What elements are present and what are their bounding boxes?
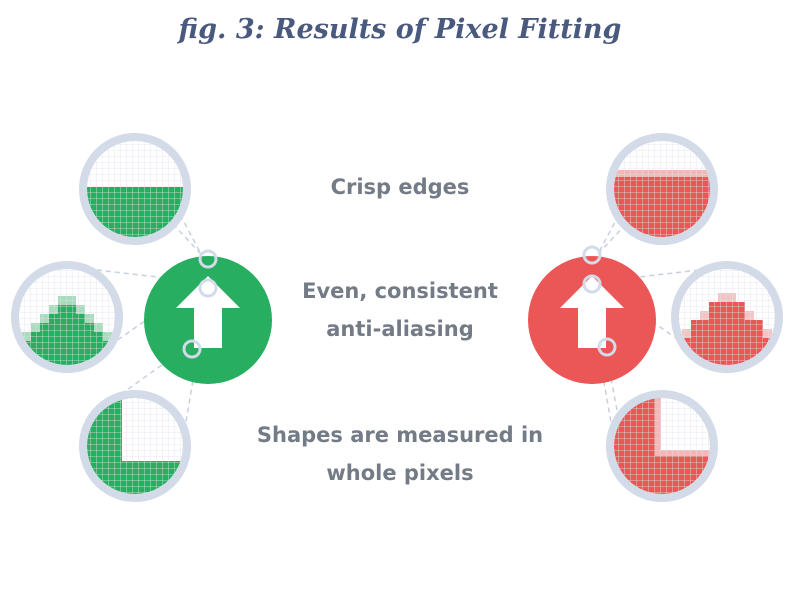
bad-lens-fractional-pixels: [606, 390, 718, 502]
bad-callout-markers: [582, 245, 617, 357]
bad-example-group: [528, 133, 783, 502]
good-lens-crisp-edges: [79, 133, 191, 245]
good-marker-top: [198, 249, 218, 269]
caption-anti-aliasing-line1: Even, consistent: [302, 279, 498, 303]
bad-lens-blurry-edges: [606, 133, 718, 245]
bad-marker-tip: [582, 274, 602, 294]
bad-arrow-up-icon: [560, 276, 624, 348]
bad-lens-uneven-anti-aliasing: [671, 261, 783, 373]
good-example-group: [11, 133, 272, 502]
good-marker-tip: [198, 278, 218, 298]
bad-marker-top: [582, 245, 602, 265]
good-callout-markers: [182, 249, 218, 359]
caption-crisp-edges-text: Crisp edges: [330, 175, 470, 199]
good-lens-whole-pixels: [79, 390, 191, 502]
good-lens-anti-aliasing: [11, 261, 123, 373]
caption-crisp-edges: Crisp edges: [230, 168, 570, 206]
caption-anti-aliasing: Even, consistent anti-aliasing: [230, 272, 570, 348]
good-marker-corner: [182, 339, 202, 359]
good-arrow-up-icon: [176, 276, 240, 348]
caption-anti-aliasing-line2: anti-aliasing: [326, 317, 474, 341]
caption-whole-pixels-line2: whole pixels: [326, 461, 474, 485]
figure-title: fig. 3: Results of Pixel Fitting: [178, 14, 622, 45]
caption-whole-pixels: Shapes are measured in whole pixels: [230, 416, 570, 492]
bad-marker-corner: [597, 337, 617, 357]
caption-whole-pixels-line1: Shapes are measured in: [256, 423, 544, 447]
